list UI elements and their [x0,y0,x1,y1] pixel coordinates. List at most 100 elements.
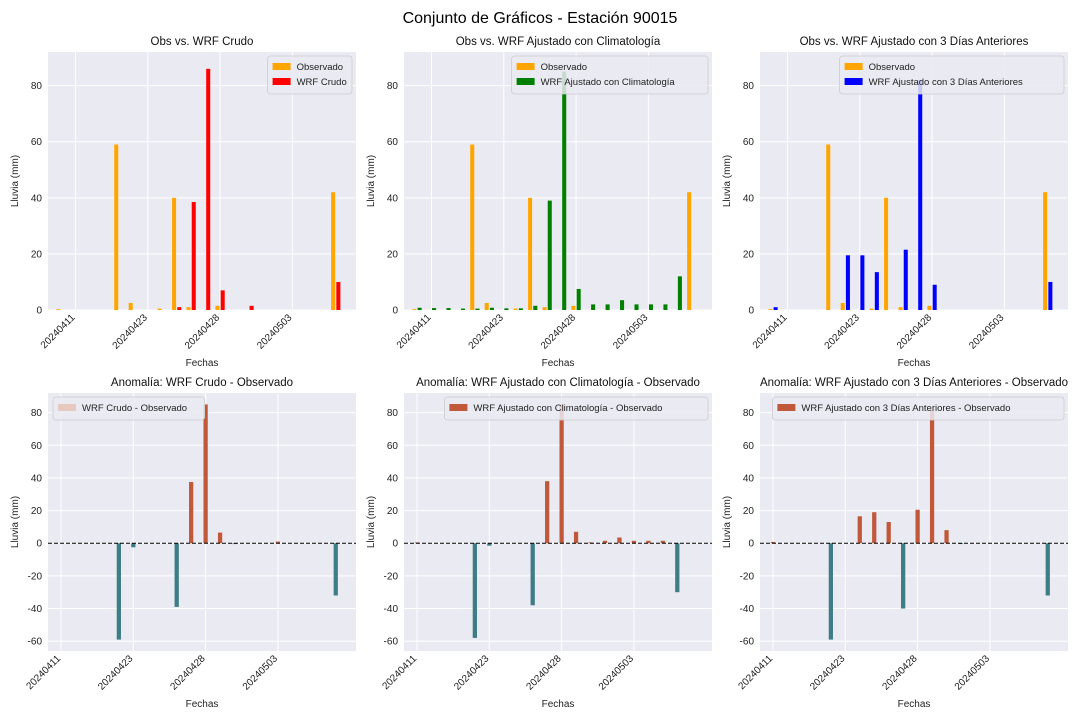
bar-observado-9 [186,307,191,310]
y-tick-label: 0 [36,539,42,550]
plot-area [404,393,712,651]
anomaly-bar-4 [472,543,477,638]
bar-observado-4 [114,144,119,310]
bar-wrf-10 [918,80,923,310]
anomaly-bar-14 [617,537,622,544]
x-tick-label: 20240423 [111,312,151,352]
bar-wrf-14 [620,300,625,310]
y-tick-label: 80 [387,81,399,92]
bar-observado-11 [571,305,576,310]
legend-swatch [516,78,535,85]
anomaly-bar-5 [131,543,136,548]
y-tick-label: -60 [740,637,755,648]
bar-observado-4 [826,144,831,310]
y-tick-label: 0 [748,539,754,550]
y-tick-label: 40 [743,193,755,204]
y-tick-label: 40 [31,193,43,204]
bar-wrf-10 [206,68,211,311]
y-tick-label: 0 [392,306,398,317]
chart-panel-5: -60 -40 -20 0 20 40 60 80 20240411 20240423 202404… [366,377,712,710]
legend-label: WRF Ajustado con Climatología - Observad… [473,403,662,414]
anomaly-bar-12 [944,530,949,544]
y-tick-label: -60 [384,637,399,648]
y-tick-label: -40 [28,604,43,615]
x-tick-label: 20240423 [96,653,136,693]
x-tick-label: 20240503 [953,653,993,693]
legend-label: Observado [297,62,343,73]
bar-wrf-19 [1048,281,1053,310]
bar-observado-0 [412,309,417,310]
x-axis-label: Fechas [542,699,575,710]
chart-panel-1: 0 20 40 60 80 20240411 20240423 20240428 2024050… [10,36,356,369]
x-axis-label: Fechas [898,699,931,710]
bar-wrf-9 [903,249,908,310]
bar-observado-19 [331,192,336,310]
anomaly-bar-9 [901,543,906,609]
y-tick-label: 20 [31,506,43,517]
y-tick-label: 60 [387,441,399,452]
bar-observado-8 [884,197,889,310]
y-axis-label: Lluvia (mm) [366,155,377,207]
y-tick-label: 0 [36,306,42,317]
bar-wrf-11 [576,288,581,310]
legend: WRF Crudo - Observado [52,396,206,421]
anomaly-bar-10 [203,404,208,544]
bar-wrf-5 [845,255,850,310]
plot-area [48,52,356,310]
legend-box [772,396,1065,421]
x-axis-label: Fechas [186,699,219,710]
bar-observado-7 [157,308,162,310]
y-tick-label: -40 [740,604,755,615]
bar-wrf-8 [177,307,182,310]
plot-area [760,393,1068,651]
legend-swatch [844,63,863,70]
x-tick-label: 20240428 [183,312,223,352]
legend-swatch [777,404,796,411]
chart-panel-2: 0 20 40 60 80 20240411 20240423 20240428 2024050… [366,36,712,369]
y-tick-label: 0 [392,539,398,550]
anomaly-bar-16 [646,540,651,544]
x-tick-label: 20240428 [880,653,920,693]
y-tick-label: -40 [384,604,399,615]
bar-wrf-13 [249,305,254,310]
anomaly-bar-11 [217,532,223,544]
y-axis-label: Lluvia (mm) [366,496,377,548]
chart-title: Anomalía: WRF Ajustado con Climatología … [416,377,700,389]
plot-area [760,52,1068,310]
bar-observado-0 [56,309,61,310]
x-tick-label: 20240428 [895,312,935,352]
bar-observado-19 [1043,192,1048,310]
anomaly-bar-4 [828,543,833,640]
bar-observado-5 [840,302,845,310]
bar-wrf-2 [446,308,451,310]
bar-observado-0 [768,309,773,310]
legend-swatch [844,78,863,85]
y-tick-label: 20 [743,506,755,517]
bar-observado-7 [869,308,874,310]
bar-observado-5 [128,302,133,310]
y-tick-label: 60 [743,137,755,148]
legend-label: Observado [541,62,587,73]
x-tick-label: 20240503 [597,653,637,693]
bar-wrf-16 [648,304,654,310]
bar-wrf-17 [663,304,668,310]
x-tick-label: 20240503 [241,653,281,693]
anomaly-bar-8 [174,543,179,607]
chart-title: Obs vs. WRF Ajustado con 3 Días Anterior… [800,36,1029,48]
anomaly-bar-9 [545,481,550,544]
legend-box [443,396,709,421]
y-tick-label: 80 [31,81,43,92]
y-tick-label: 20 [31,249,43,260]
x-axis-label: Fechas [898,358,931,369]
y-tick-label: 80 [31,408,43,419]
bar-observado-11 [927,305,932,310]
y-axis-label: Lluvia (mm) [722,496,733,548]
legend: Observado WRF Crudo [267,55,353,95]
anomaly-bar-15 [275,541,281,544]
y-tick-label: -20 [384,571,399,582]
chart-panel-6: -60 -40 -20 0 20 40 60 80 20240411 20240423 202404… [722,377,1068,710]
legend-box [511,55,709,95]
y-tick-label: -20 [740,571,755,582]
bar-wrf-6 [504,308,509,310]
y-tick-label: -20 [28,571,43,582]
